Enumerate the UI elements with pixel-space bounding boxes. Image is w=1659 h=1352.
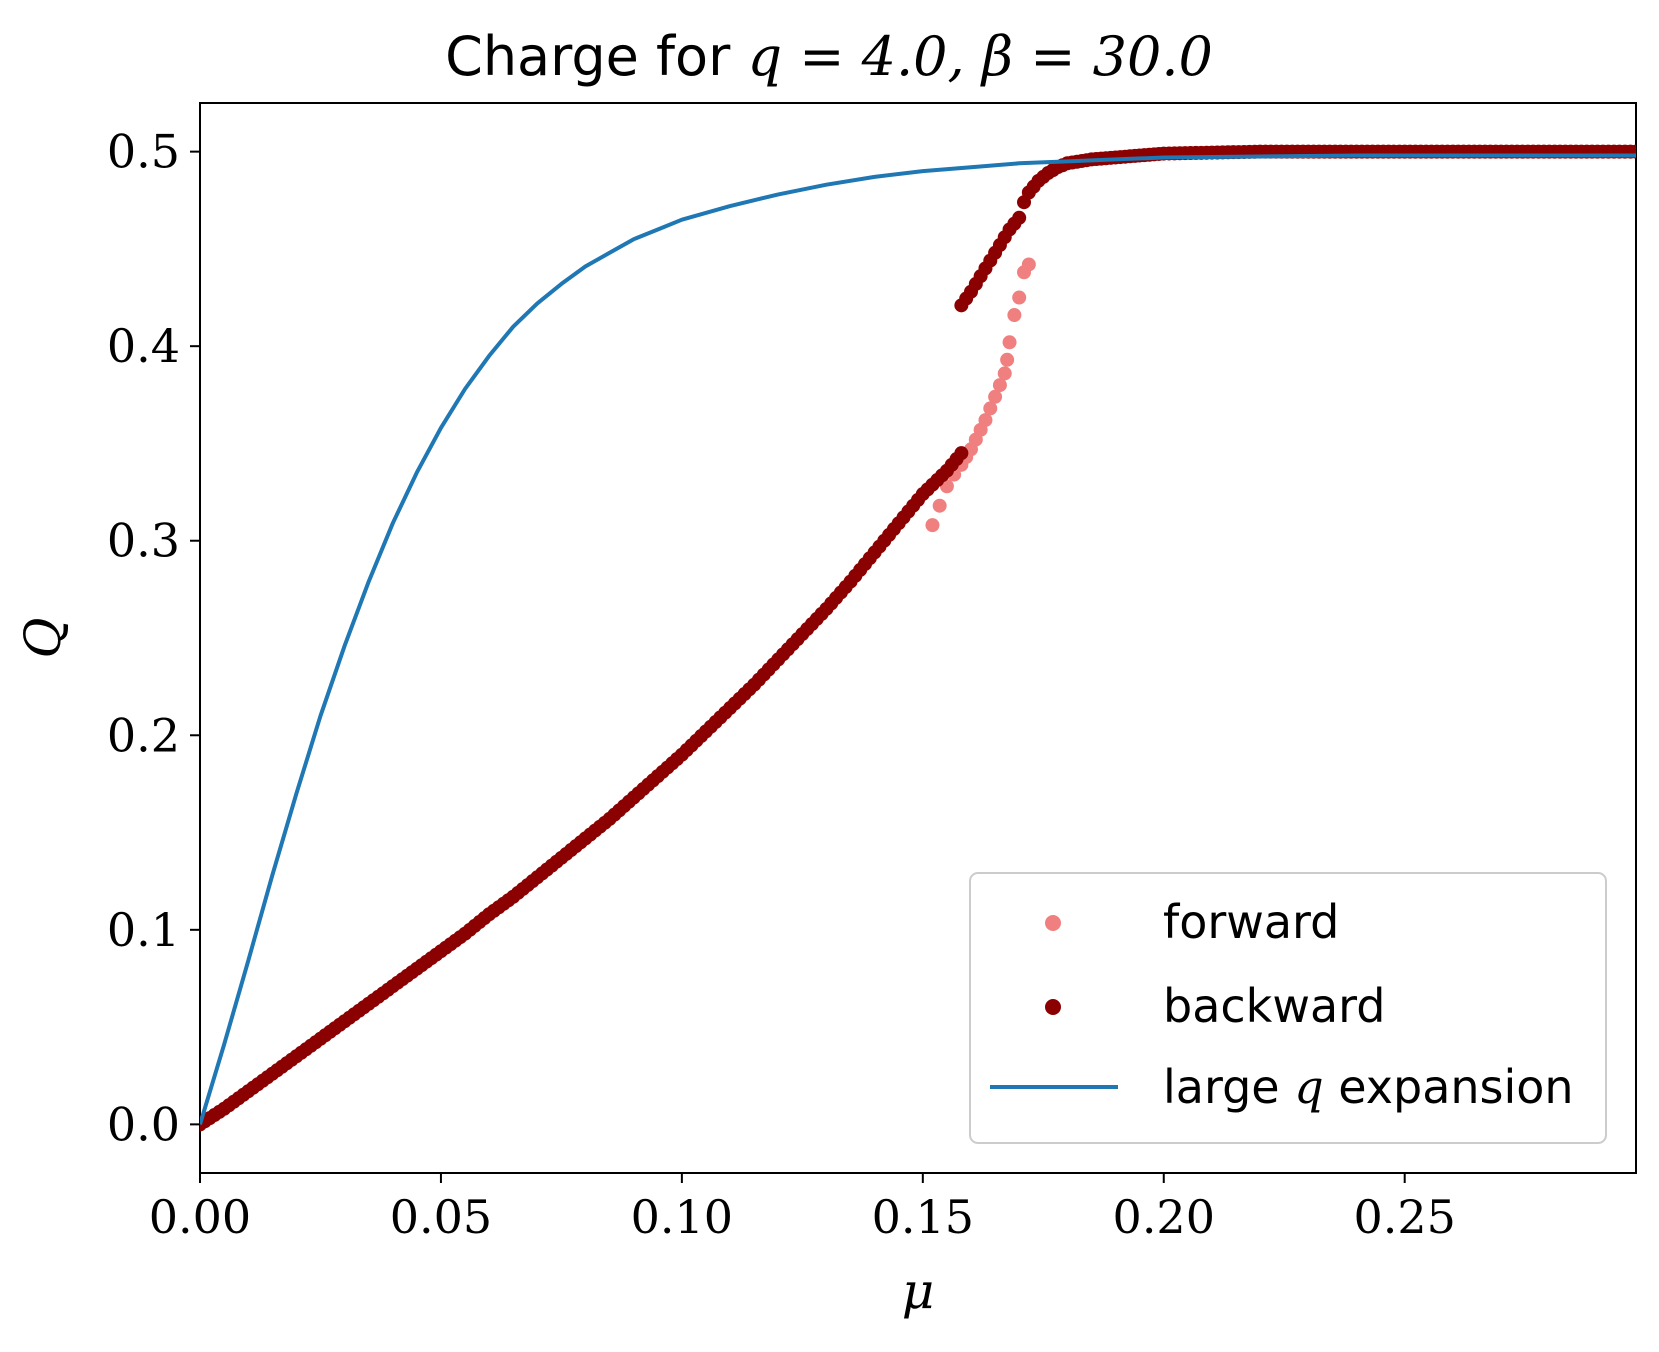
y-tick-label: 0.0 bbox=[107, 1097, 180, 1151]
x-tick-label: 0.25 bbox=[1353, 1190, 1455, 1244]
x-tick-label: 0.05 bbox=[390, 1190, 492, 1244]
point-forward bbox=[997, 366, 1012, 381]
legend: forward backward large q expansion bbox=[969, 872, 1607, 1144]
point-forward bbox=[988, 389, 1003, 404]
legend-label-large-q-expansion: large q expansion bbox=[1163, 1060, 1574, 1114]
x-tick-label: 0.00 bbox=[149, 1190, 251, 1244]
point-forward bbox=[983, 401, 998, 416]
y-tick-label: 0.4 bbox=[107, 319, 180, 373]
x-tick-label: 0.20 bbox=[1113, 1190, 1215, 1244]
legend-label-backward: backward bbox=[1163, 979, 1385, 1033]
y-tick-label: 0.5 bbox=[107, 125, 180, 179]
data-layer bbox=[200, 144, 1636, 1132]
legend-box bbox=[969, 872, 1607, 1144]
point-backward bbox=[954, 446, 969, 461]
legend-marker-backward bbox=[1045, 999, 1061, 1015]
point-forward bbox=[1007, 308, 1022, 323]
plot-area-frame bbox=[199, 102, 1637, 1174]
legend-marker-forward bbox=[1045, 915, 1061, 931]
y-tick-label: 0.1 bbox=[107, 903, 180, 957]
y-tick-label: 0.2 bbox=[107, 708, 180, 762]
point-forward bbox=[978, 413, 993, 428]
point-backward bbox=[1012, 210, 1027, 225]
y-tick-label: 0.3 bbox=[107, 514, 180, 568]
point-forward bbox=[1002, 335, 1017, 350]
point-forward bbox=[1021, 257, 1036, 272]
legend-label-forward: forward bbox=[1163, 895, 1339, 949]
point-forward bbox=[1012, 290, 1027, 305]
point-forward bbox=[992, 378, 1007, 393]
point-forward bbox=[1000, 352, 1015, 367]
x-tick-label: 0.15 bbox=[872, 1190, 974, 1244]
y-axis-label: Q bbox=[14, 618, 72, 659]
point-forward bbox=[932, 498, 947, 513]
point-forward bbox=[925, 518, 940, 533]
ticks-layer: 0.00 0.05 0.10 0.15 0.20 0.25 0.0 0.1 0.2 0.3 0.4 0… bbox=[107, 125, 1456, 1244]
x-axis-label: μ bbox=[902, 1262, 935, 1320]
series-line-large-q-expansion bbox=[200, 153, 1636, 1125]
chart-title: Charge for q = 4.0, β = 30.0 bbox=[445, 25, 1213, 88]
x-tick-label: 0.10 bbox=[631, 1190, 733, 1244]
